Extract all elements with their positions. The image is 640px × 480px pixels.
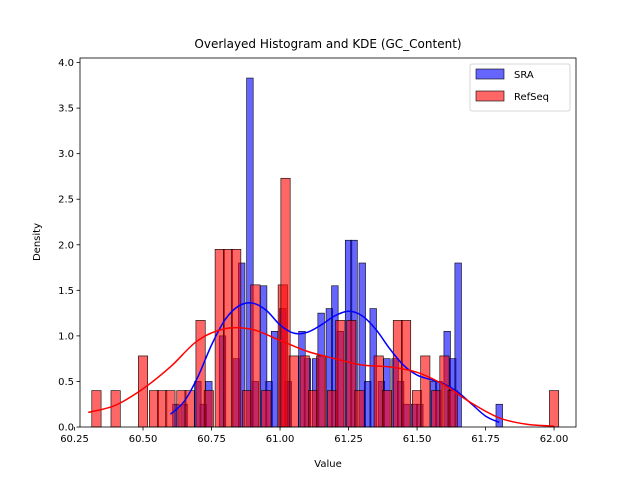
x-tick-label: 61.00 bbox=[266, 434, 295, 445]
x-tick-label: 61.75 bbox=[471, 434, 500, 445]
y-tick-label: 1.0 bbox=[58, 331, 74, 342]
refseq-bar-22 bbox=[327, 390, 338, 428]
y-tick-label: 1.5 bbox=[58, 286, 74, 297]
x-tick-label: 60.75 bbox=[197, 434, 226, 445]
x-tick-label: 61.50 bbox=[403, 434, 432, 445]
refseq-bar-21 bbox=[316, 355, 327, 428]
refseq-bar-29 bbox=[401, 320, 412, 428]
refseq-bar-12 bbox=[231, 249, 242, 428]
sra-bar-12 bbox=[270, 331, 279, 428]
y-tick-label: 0.0 bbox=[58, 423, 74, 434]
refseq-bar-35 bbox=[549, 390, 560, 428]
refseq-bar-23 bbox=[335, 320, 346, 428]
refseq-bar-33 bbox=[439, 355, 450, 428]
refseq-bar-13 bbox=[242, 390, 253, 428]
refseq-bar-25 bbox=[354, 390, 365, 428]
refseq-bar-3 bbox=[149, 390, 159, 428]
x-axis-label: Value bbox=[314, 459, 341, 470]
x-tick-label: 62.00 bbox=[540, 434, 569, 445]
x-tick-label: 61.25 bbox=[334, 434, 363, 445]
refseq-bars bbox=[91, 177, 560, 428]
refseq-bar-18 bbox=[288, 355, 299, 428]
legend-label-sra: SRA bbox=[514, 70, 534, 81]
x-tick-label: 60.50 bbox=[129, 434, 158, 445]
refseq-bar-15 bbox=[261, 390, 272, 428]
refseq-bar-30 bbox=[412, 390, 423, 428]
legend-swatch-sra bbox=[475, 68, 505, 80]
refseq-kde-line bbox=[88, 326, 555, 427]
y-tick-label: 4.0 bbox=[58, 58, 74, 69]
y-tick-label: 2.0 bbox=[58, 240, 74, 251]
y-tick-label: 3.5 bbox=[58, 104, 74, 115]
refseq-bar-27 bbox=[381, 390, 392, 428]
sra-bar-39 bbox=[495, 403, 503, 428]
chart-title: Overlayed Histogram and KDE (GC_Content) bbox=[194, 37, 461, 51]
refseq-bar-7 bbox=[184, 390, 195, 428]
refseq-bar-19 bbox=[299, 355, 310, 428]
y-tick-label: 0.5 bbox=[58, 377, 74, 388]
refseq-bar-34 bbox=[447, 390, 458, 428]
legend: SRA RefSeq bbox=[469, 63, 571, 112]
refseq-bar-11 bbox=[223, 249, 233, 428]
refseq-bar-4 bbox=[157, 390, 168, 428]
y-tick-label: 2.5 bbox=[58, 195, 74, 206]
x-axis-ticks: 60.25 60.50 60.75 61.00 61.25 61.50 61.75 62.00 bbox=[60, 427, 568, 445]
refseq-bar-9 bbox=[203, 390, 214, 428]
refseq-bar-10 bbox=[214, 249, 225, 428]
refseq-bar-32 bbox=[431, 390, 442, 428]
refseq-bar-28 bbox=[392, 320, 403, 428]
refseq-bar-14 bbox=[250, 284, 261, 428]
sra-kde-line bbox=[169, 302, 500, 424]
refseq-bar-5 bbox=[165, 390, 176, 428]
y-axis-label: Density bbox=[32, 223, 43, 261]
legend-label-refseq: RefSeq bbox=[514, 92, 549, 103]
x-tick-label: 60.25 bbox=[60, 434, 89, 445]
refseq-bar-20 bbox=[307, 390, 318, 428]
kde-lines bbox=[88, 302, 555, 427]
refseq-bar-1 bbox=[110, 390, 121, 428]
refseq-bar-0 bbox=[91, 390, 102, 428]
legend-swatch-refseq bbox=[475, 90, 505, 102]
plot-frame bbox=[79, 57, 577, 428]
y-tick-label: 3.0 bbox=[58, 149, 74, 160]
refseq-bar-17 bbox=[280, 177, 291, 428]
refseq-bar-31 bbox=[420, 355, 431, 428]
refseq-bar-24 bbox=[346, 320, 357, 428]
y-axis-ticks: 0.0 0.5 1.0 1.5 2.0 2.5 3.0 3.5 4.0 bbox=[58, 58, 80, 434]
